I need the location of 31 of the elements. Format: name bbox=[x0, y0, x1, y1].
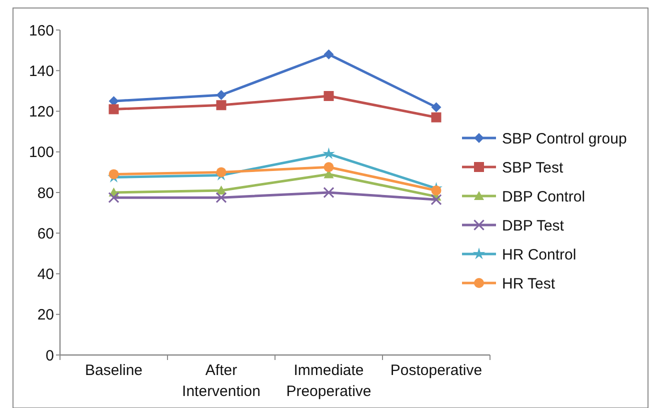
y-tick-label: 140 bbox=[28, 62, 54, 80]
point bbox=[108, 169, 119, 180]
y-tick-label: 160 bbox=[28, 22, 54, 40]
y-tick-label: 120 bbox=[28, 104, 54, 120]
point bbox=[324, 91, 334, 102]
y-tick-label: 80 bbox=[37, 184, 54, 202]
x-tick-label: Baseline bbox=[84, 362, 143, 379]
y-tick-label: 20 bbox=[37, 306, 54, 324]
point bbox=[324, 162, 334, 172]
y-tick-label: 100 bbox=[28, 144, 54, 162]
legend-label: SBP Test bbox=[502, 159, 564, 176]
point bbox=[216, 90, 226, 100]
legend-label: DBP Control bbox=[502, 188, 586, 206]
point bbox=[431, 185, 442, 196]
point bbox=[431, 112, 442, 122]
y-tick-label: 0 bbox=[46, 347, 54, 364]
legend-label: HR Test bbox=[502, 275, 556, 292]
x-tick-label: Immediate Preoperative bbox=[286, 362, 372, 400]
point bbox=[322, 147, 335, 160]
point bbox=[216, 100, 226, 110]
point bbox=[324, 49, 334, 60]
legend-label: HR Control bbox=[502, 246, 576, 264]
y-tick-label: 40 bbox=[37, 266, 54, 283]
point bbox=[431, 102, 442, 112]
x-tick-label: After Intervention bbox=[182, 362, 260, 400]
x-tick-label: Postoperative bbox=[390, 362, 482, 379]
y-tick-label: 60 bbox=[37, 225, 54, 242]
point bbox=[216, 167, 226, 178]
legend-label: SBP Control group bbox=[502, 130, 627, 148]
legend-label: DBP Test bbox=[502, 217, 565, 234]
point bbox=[108, 104, 119, 114]
